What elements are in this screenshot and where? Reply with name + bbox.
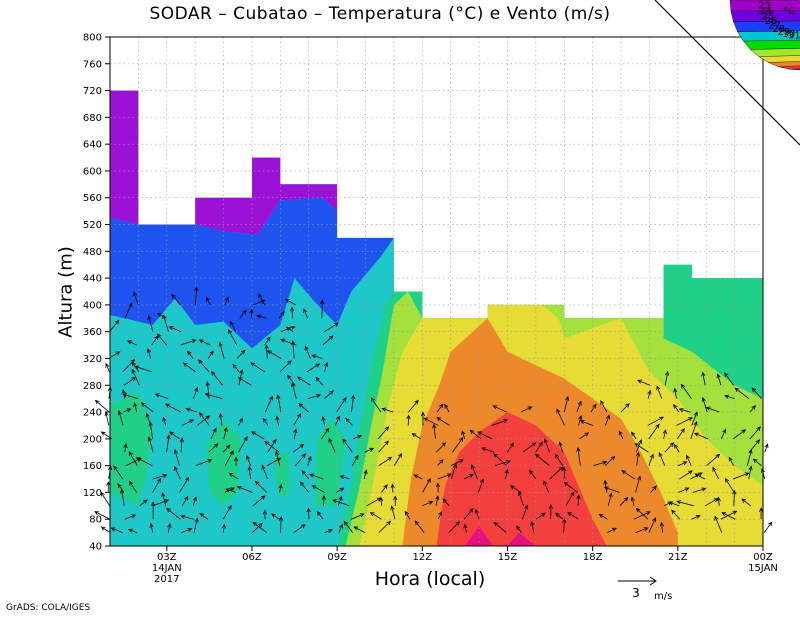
wind-arrow	[101, 492, 109, 505]
wind-reference-value: 3	[632, 586, 640, 600]
wind-arrow	[764, 522, 771, 532]
colorbar-level-label: 31	[788, 31, 800, 42]
y-tick-label: 120	[83, 488, 102, 499]
temperature-field	[110, 91, 763, 546]
x-tick-label: 12Z	[413, 552, 433, 563]
y-tick-label: 80	[89, 515, 102, 526]
chart-title: SODAR – Cubatao – Temperatura (°C) e Ven…	[120, 4, 640, 24]
temp-region-lt24-a	[110, 91, 138, 225]
y-tick-label: 440	[83, 274, 102, 285]
x-tick-date: 15JAN	[748, 563, 778, 574]
colorbar-unit: °C	[783, 6, 795, 17]
x-tick-label: 00Z	[753, 552, 773, 563]
y-tick-label: 560	[83, 193, 102, 204]
y-tick-label: 360	[83, 327, 102, 338]
y-tick-label: 760	[83, 59, 102, 70]
wind-reference-unit: m/s	[654, 591, 672, 602]
y-tick-label: 280	[83, 381, 102, 392]
y-tick-label: 160	[83, 461, 102, 472]
x-tick-label: 21Z	[668, 552, 688, 563]
y-tick-label: 640	[83, 140, 102, 151]
y-tick-label: 680	[83, 113, 102, 124]
grads-credit: GrADS: COLA/IGES	[6, 603, 90, 613]
y-tick-label: 480	[83, 247, 102, 258]
x-tick-label: 18Z	[583, 552, 603, 563]
y-tick-label: 720	[83, 86, 102, 97]
y-tick-label: 800	[83, 33, 102, 44]
y-tick-label: 240	[83, 408, 102, 419]
y-tick-label: 400	[83, 300, 102, 311]
x-axis-label: Hora (local)	[300, 568, 560, 590]
y-axis-label: Altura (m)	[56, 246, 77, 338]
y-tick-label: 40	[89, 542, 102, 553]
x-tick-label: 15Z	[498, 552, 518, 563]
y-tick-label: 600	[83, 166, 102, 177]
y-tick-label: 520	[83, 220, 102, 231]
x-tick-label: 09Z	[327, 552, 347, 563]
y-tick-label: 200	[83, 434, 102, 445]
x-tick-year: 2017	[154, 574, 179, 585]
x-tick-label: 06Z	[242, 552, 262, 563]
x-tick-date: 14JAN	[152, 563, 182, 574]
x-tick-label: 03Z	[157, 552, 177, 563]
y-tick-label: 320	[83, 354, 102, 365]
